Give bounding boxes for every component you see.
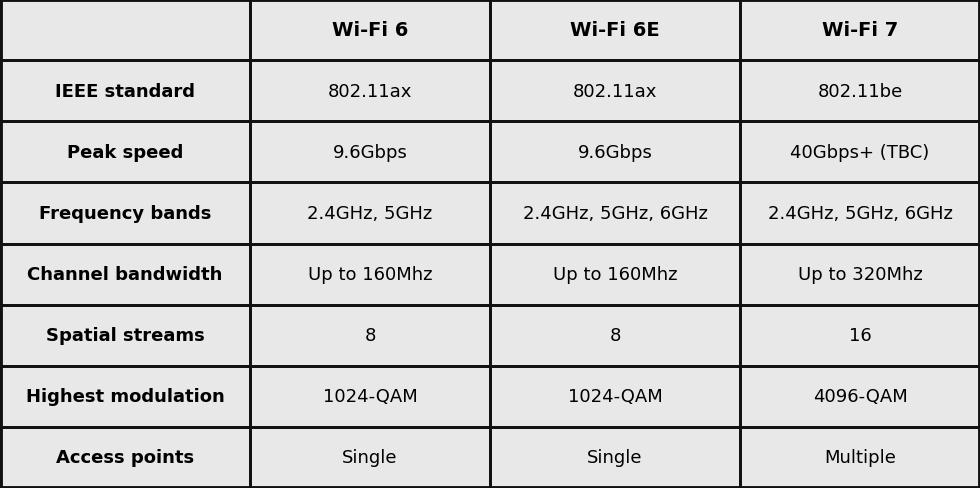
- Text: Single: Single: [342, 448, 398, 467]
- Bar: [490, 366, 740, 427]
- Bar: [490, 122, 740, 183]
- Bar: [250, 244, 490, 305]
- Text: Access points: Access points: [56, 448, 194, 467]
- Bar: [490, 183, 740, 244]
- Bar: [490, 0, 740, 61]
- Bar: [250, 183, 490, 244]
- Bar: [250, 244, 490, 305]
- Bar: [0, 427, 250, 488]
- Bar: [250, 427, 490, 488]
- Bar: [490, 244, 740, 305]
- Bar: [490, 183, 740, 244]
- Text: Wi-Fi 6E: Wi-Fi 6E: [570, 21, 660, 40]
- Bar: [250, 122, 490, 183]
- Bar: [490, 427, 740, 488]
- Text: Up to 160Mhz: Up to 160Mhz: [308, 265, 432, 284]
- Text: IEEE standard: IEEE standard: [55, 82, 195, 101]
- Bar: [740, 305, 980, 366]
- Bar: [740, 61, 980, 122]
- Bar: [0, 427, 250, 488]
- Bar: [0, 305, 250, 366]
- Bar: [740, 244, 980, 305]
- Bar: [740, 427, 980, 488]
- Text: 1024-QAM: 1024-QAM: [322, 387, 417, 406]
- Bar: [0, 183, 250, 244]
- Bar: [740, 183, 980, 244]
- Bar: [250, 122, 490, 183]
- Bar: [250, 0, 490, 61]
- Text: Wi-Fi 7: Wi-Fi 7: [822, 21, 898, 40]
- Bar: [740, 427, 980, 488]
- Bar: [250, 61, 490, 122]
- Text: 8: 8: [610, 326, 620, 345]
- Text: 40Gbps+ (TBC): 40Gbps+ (TBC): [790, 143, 930, 162]
- Text: 8: 8: [365, 326, 375, 345]
- Text: Multiple: Multiple: [824, 448, 896, 467]
- Bar: [250, 305, 490, 366]
- Text: Spatial streams: Spatial streams: [46, 326, 204, 345]
- Bar: [490, 244, 740, 305]
- Text: Frequency bands: Frequency bands: [39, 204, 211, 223]
- Text: 16: 16: [849, 326, 871, 345]
- Text: 4096-QAM: 4096-QAM: [812, 387, 907, 406]
- Bar: [490, 427, 740, 488]
- Bar: [740, 366, 980, 427]
- Bar: [250, 427, 490, 488]
- Text: 1024-QAM: 1024-QAM: [567, 387, 662, 406]
- Bar: [0, 366, 250, 427]
- Bar: [250, 183, 490, 244]
- Bar: [740, 61, 980, 122]
- Bar: [0, 183, 250, 244]
- Bar: [740, 0, 980, 61]
- Bar: [740, 183, 980, 244]
- Bar: [0, 0, 250, 61]
- Bar: [740, 244, 980, 305]
- Bar: [0, 244, 250, 305]
- Text: Highest modulation: Highest modulation: [25, 387, 224, 406]
- Bar: [740, 122, 980, 183]
- Text: Up to 160Mhz: Up to 160Mhz: [553, 265, 677, 284]
- Bar: [490, 305, 740, 366]
- Bar: [740, 305, 980, 366]
- Bar: [490, 305, 740, 366]
- Bar: [490, 61, 740, 122]
- Text: 2.4GHz, 5GHz: 2.4GHz, 5GHz: [308, 204, 432, 223]
- Bar: [490, 366, 740, 427]
- Bar: [250, 305, 490, 366]
- Bar: [0, 366, 250, 427]
- Text: Up to 320Mhz: Up to 320Mhz: [798, 265, 922, 284]
- Bar: [0, 305, 250, 366]
- Bar: [250, 366, 490, 427]
- Bar: [490, 122, 740, 183]
- Text: Peak speed: Peak speed: [67, 143, 183, 162]
- Text: Wi-Fi 6: Wi-Fi 6: [332, 21, 408, 40]
- Text: Single: Single: [587, 448, 643, 467]
- Text: 9.6Gbps: 9.6Gbps: [332, 143, 408, 162]
- Text: 802.11ax: 802.11ax: [572, 82, 658, 101]
- Bar: [0, 61, 250, 122]
- Text: 9.6Gbps: 9.6Gbps: [577, 143, 653, 162]
- Bar: [0, 244, 250, 305]
- Bar: [490, 0, 740, 61]
- Bar: [740, 366, 980, 427]
- Bar: [250, 0, 490, 61]
- Text: 2.4GHz, 5GHz, 6GHz: 2.4GHz, 5GHz, 6GHz: [522, 204, 708, 223]
- Bar: [250, 366, 490, 427]
- Bar: [250, 61, 490, 122]
- Text: 802.11ax: 802.11ax: [327, 82, 413, 101]
- Text: 802.11be: 802.11be: [817, 82, 903, 101]
- Text: 2.4GHz, 5GHz, 6GHz: 2.4GHz, 5GHz, 6GHz: [767, 204, 953, 223]
- Bar: [0, 61, 250, 122]
- Bar: [740, 0, 980, 61]
- Bar: [740, 122, 980, 183]
- Bar: [0, 122, 250, 183]
- Text: Channel bandwidth: Channel bandwidth: [27, 265, 222, 284]
- Bar: [490, 61, 740, 122]
- Bar: [0, 0, 250, 61]
- Bar: [0, 122, 250, 183]
